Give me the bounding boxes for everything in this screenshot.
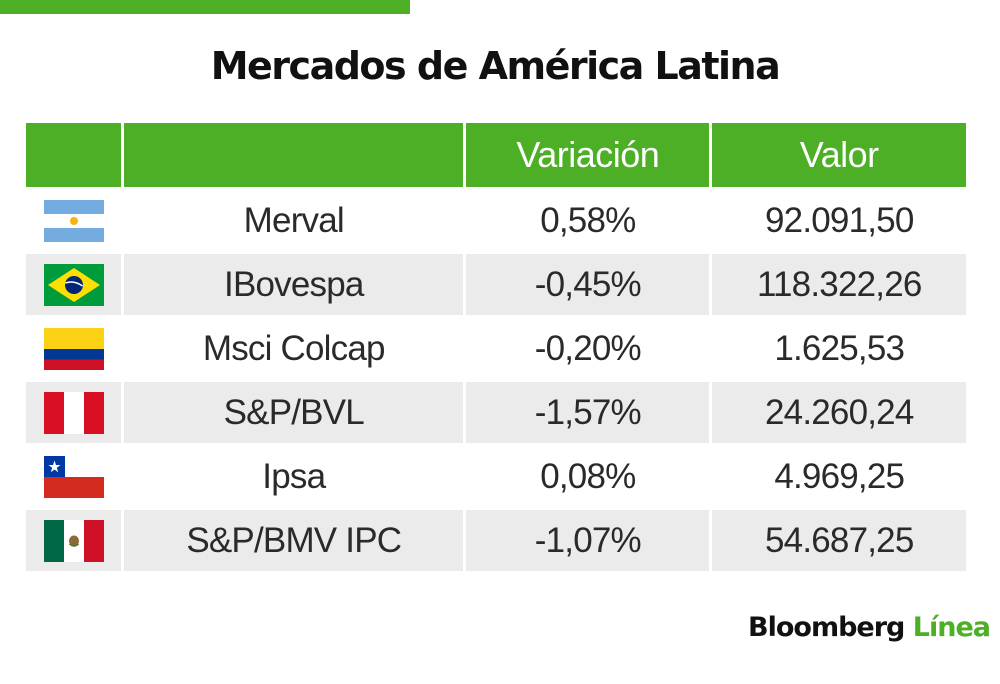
index-variation: -0,20% — [466, 318, 710, 379]
index-value: 92.091,50 — [712, 190, 966, 251]
index-name: Msci Colcap — [124, 318, 464, 379]
table-row: Ipsa 0,08% 4.969,25 — [26, 446, 966, 507]
table-row: Merval 0,58% 92.091,50 — [26, 190, 966, 251]
colombia-flag-icon — [43, 327, 104, 370]
index-variation: -0,45% — [466, 254, 710, 315]
flag-cell — [26, 318, 122, 379]
index-value: 4.969,25 — [712, 446, 966, 507]
table-header-row: Variación Valor — [26, 123, 966, 187]
mexico-flag-icon — [43, 519, 104, 562]
bloomberg-linea-logo: Bloomberg Línea — [748, 612, 991, 643]
index-name: S&P/BVL — [124, 382, 464, 443]
brazil-flag-icon — [43, 263, 104, 306]
peru-flag-icon — [43, 391, 104, 434]
index-variation: -1,07% — [466, 510, 710, 571]
index-value: 54.687,25 — [712, 510, 966, 571]
table-row: Msci Colcap -0,20% 1.625,53 — [26, 318, 966, 379]
table-row: S&P/BMV IPC -1,07% 54.687,25 — [26, 510, 966, 571]
index-value: 1.625,53 — [712, 318, 966, 379]
flag-cell — [26, 510, 122, 571]
index-variation: 0,58% — [466, 190, 710, 251]
header-value-cell: Valor — [712, 123, 966, 187]
index-value: 24.260,24 — [712, 382, 966, 443]
index-name: S&P/BMV IPC — [124, 510, 464, 571]
header-flag-cell — [26, 123, 122, 187]
flag-cell — [26, 254, 122, 315]
header-name-cell — [124, 123, 464, 187]
flag-cell — [26, 190, 122, 251]
flag-cell — [26, 446, 122, 507]
flag-cell — [26, 382, 122, 443]
markets-table: Variación Valor Merval 0,58% 92.091,50 — [23, 120, 969, 574]
chile-flag-icon — [43, 455, 104, 498]
argentina-flag-icon — [43, 199, 104, 242]
index-variation: 0,08% — [466, 446, 710, 507]
index-variation: -1,57% — [466, 382, 710, 443]
index-name: Merval — [124, 190, 464, 251]
brand-accent: Línea — [912, 612, 991, 643]
brand-name: Bloomberg — [748, 612, 905, 643]
header-variation-cell: Variación — [466, 123, 710, 187]
index-name: Ipsa — [124, 446, 464, 507]
index-value: 118.322,26 — [712, 254, 966, 315]
table-row: IBovespa -0,45% 118.322,26 — [26, 254, 966, 315]
top-accent-bar — [0, 0, 410, 14]
page-title: Mercados de América Latina — [210, 44, 781, 88]
index-name: IBovespa — [124, 254, 464, 315]
table-row: S&P/BVL -1,57% 24.260,24 — [26, 382, 966, 443]
